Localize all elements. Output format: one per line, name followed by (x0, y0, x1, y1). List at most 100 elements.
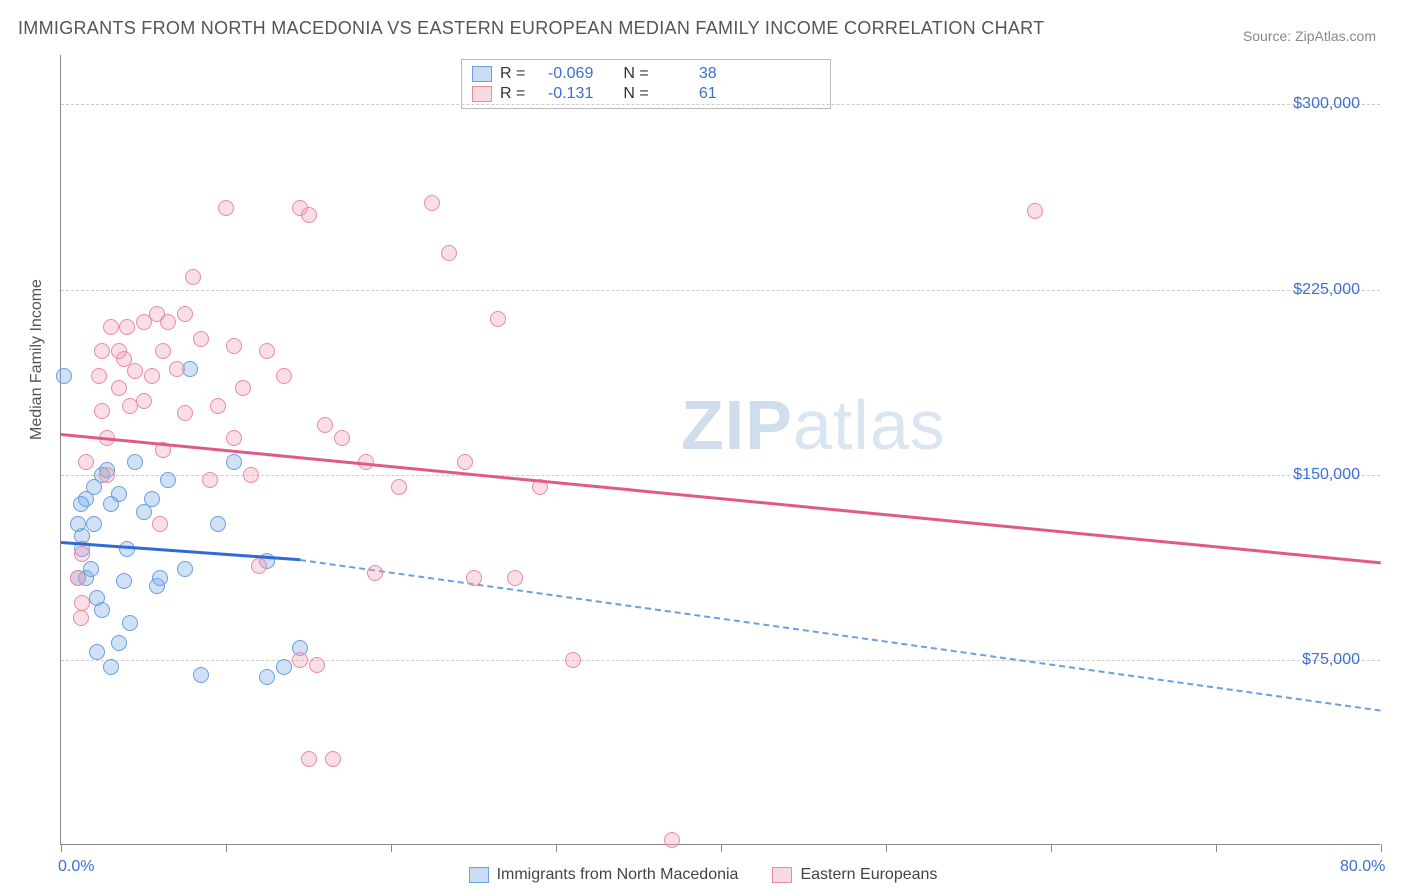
data-point (152, 516, 168, 532)
data-point (99, 467, 115, 483)
x-tick (226, 844, 227, 852)
data-point (210, 516, 226, 532)
data-point (226, 430, 242, 446)
y-tick-label: $300,000 (1293, 95, 1360, 113)
data-point (73, 496, 89, 512)
gridline (61, 660, 1380, 661)
data-point (103, 659, 119, 675)
gridline (61, 104, 1380, 105)
legend-label-pink: Eastern Europeans (800, 866, 937, 884)
data-point (116, 573, 132, 589)
plot-area: ZIPatlas R = -0.069 N = 38 R = -0.131 N … (60, 55, 1380, 845)
data-point (74, 595, 90, 611)
data-point (122, 615, 138, 631)
data-point (276, 659, 292, 675)
data-point (111, 635, 127, 651)
n-value-blue: 38 (657, 65, 717, 83)
data-point (103, 319, 119, 335)
n-label: N = (623, 85, 648, 103)
y-tick-label: $75,000 (1302, 651, 1360, 669)
data-point (226, 338, 242, 354)
data-point (457, 454, 473, 470)
data-point (94, 602, 110, 618)
trend-line (61, 433, 1381, 564)
r-value-pink: -0.131 (533, 85, 593, 103)
legend-label-blue: Immigrants from North Macedonia (497, 866, 739, 884)
data-point (83, 561, 99, 577)
data-point (259, 343, 275, 359)
y-tick-label: $225,000 (1293, 281, 1360, 299)
x-tick (556, 844, 557, 852)
r-value-blue: -0.069 (533, 65, 593, 83)
watermark-zip: ZIP (681, 386, 793, 464)
data-point (466, 570, 482, 586)
gridline (61, 475, 1380, 476)
data-point (89, 644, 105, 660)
data-point (73, 610, 89, 626)
correlation-row-blue: R = -0.069 N = 38 (472, 64, 820, 84)
trend-line (61, 541, 300, 561)
data-point (160, 472, 176, 488)
data-point (441, 245, 457, 261)
data-point (127, 363, 143, 379)
data-point (70, 570, 86, 586)
data-point (94, 403, 110, 419)
watermark-atlas: atlas (793, 386, 946, 464)
y-axis-label: Median Family Income (28, 279, 46, 440)
data-point (103, 496, 119, 512)
data-point (251, 558, 267, 574)
chart-title: IMMIGRANTS FROM NORTH MACEDONIA VS EASTE… (18, 18, 1044, 39)
data-point (155, 343, 171, 359)
data-point (152, 570, 168, 586)
data-point (177, 405, 193, 421)
data-point (235, 380, 251, 396)
data-point (111, 343, 127, 359)
source-attribution: Source: ZipAtlas.com (1243, 28, 1376, 44)
x-axis-min-label: 0.0% (58, 858, 94, 876)
x-tick (886, 844, 887, 852)
data-point (210, 398, 226, 414)
series-legend: Immigrants from North Macedonia Eastern … (0, 862, 1406, 888)
data-point (169, 361, 185, 377)
data-point (565, 652, 581, 668)
data-point (301, 207, 317, 223)
x-tick (721, 844, 722, 852)
swatch-blue-icon (472, 66, 492, 82)
x-tick (61, 844, 62, 852)
data-point (226, 454, 242, 470)
data-point (1027, 203, 1043, 219)
data-point (136, 393, 152, 409)
data-point (391, 479, 407, 495)
data-point (119, 319, 135, 335)
data-point (193, 331, 209, 347)
data-point (193, 667, 209, 683)
data-point (56, 368, 72, 384)
watermark: ZIPatlas (681, 385, 946, 465)
data-point (325, 751, 341, 767)
x-tick (1051, 844, 1052, 852)
data-point (94, 343, 110, 359)
data-point (144, 368, 160, 384)
data-point (202, 472, 218, 488)
data-point (111, 380, 127, 396)
data-point (507, 570, 523, 586)
x-tick (1381, 844, 1382, 852)
n-value-pink: 61 (657, 85, 717, 103)
data-point (144, 491, 160, 507)
data-point (86, 479, 102, 495)
data-point (160, 314, 176, 330)
trend-line (300, 559, 1381, 712)
swatch-blue-icon (469, 867, 489, 883)
swatch-pink-icon (472, 86, 492, 102)
data-point (74, 546, 90, 562)
data-point (86, 516, 102, 532)
data-point (259, 669, 275, 685)
data-point (292, 652, 308, 668)
legend-item-blue: Immigrants from North Macedonia (469, 862, 739, 888)
swatch-pink-icon (772, 867, 792, 883)
data-point (309, 657, 325, 673)
data-point (91, 368, 107, 384)
data-point (490, 311, 506, 327)
r-label: R = (500, 85, 525, 103)
data-point (70, 516, 86, 532)
